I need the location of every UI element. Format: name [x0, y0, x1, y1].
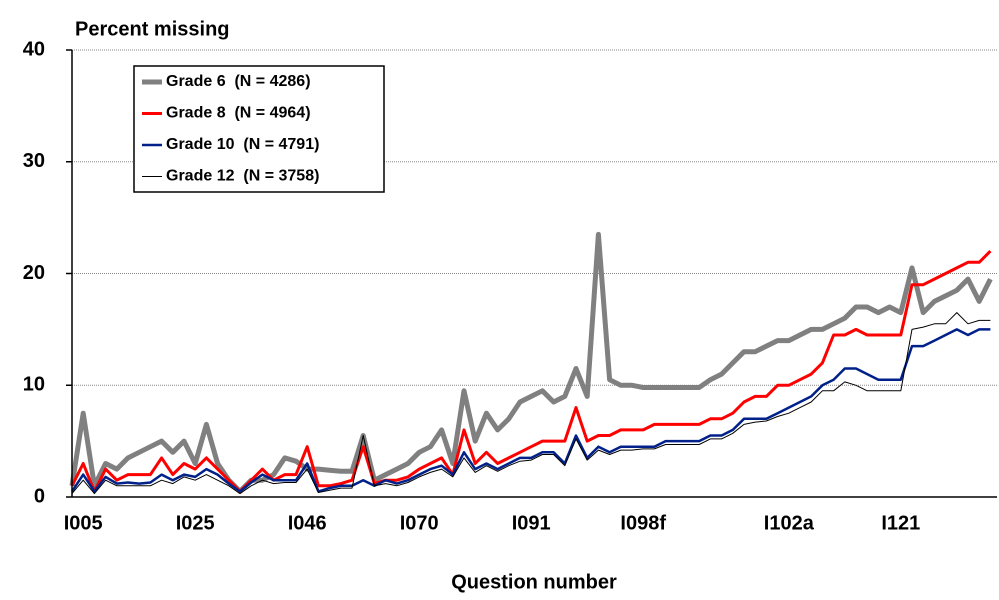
chart-title: Percent missing: [75, 18, 230, 40]
series-line: [70, 250, 992, 493]
legend-label: Grade 6 (N = 4286): [166, 73, 311, 90]
y-tick-label: 0: [34, 485, 45, 507]
x-tick-label: I046: [288, 512, 327, 534]
x-tick-label: I005: [64, 512, 103, 534]
plot: [69, 231, 993, 495]
legend-label: Grade 10 (N = 4791): [166, 136, 319, 153]
legend-label: Grade 8 (N = 4964): [166, 105, 311, 122]
x-tick-label: I098f: [620, 512, 666, 534]
x-tick-label: I070: [400, 512, 439, 534]
legend-label: Grade 12 (N = 3758): [166, 168, 319, 185]
x-tick-label: I121: [881, 512, 920, 534]
x-tick-label: I091: [512, 512, 551, 534]
legend-box: [133, 65, 385, 193]
series-line: [70, 328, 991, 493]
x-tick-label: I102a: [764, 512, 815, 534]
legend: Grade 6 (N = 4286) Grade 8 (N = 4964) Grad…: [133, 65, 385, 193]
x-axis-title: Question number: [451, 571, 617, 593]
y-tick-label: 30: [23, 150, 45, 172]
series-line: [69, 231, 993, 494]
y-tick-label: 40: [23, 38, 45, 60]
series-line: [71, 312, 991, 495]
y-tick-label: 20: [23, 262, 45, 284]
y-tick-label: 10: [23, 374, 45, 396]
x-tick-label: I025: [176, 512, 215, 534]
